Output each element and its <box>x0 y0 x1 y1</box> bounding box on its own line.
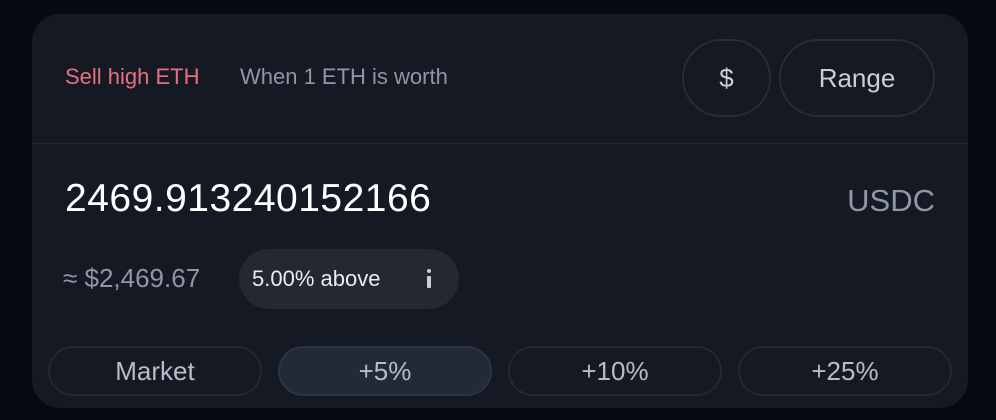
sell-high-label: Sell high ETH <box>65 64 200 89</box>
above-market-badge[interactable]: 5.00% above <box>239 249 459 309</box>
card-header: Sell high ETH When 1 ETH is worth $ Rang… <box>32 14 968 144</box>
above-market-label: 5.00% above <box>252 266 381 291</box>
limit-price-input[interactable]: 2469.913240152166 <box>65 177 432 220</box>
preset-market-button[interactable]: Market <box>48 346 262 396</box>
quote-token-label: USDC <box>847 183 935 218</box>
preset-10-percent-button[interactable]: +10% <box>508 346 722 396</box>
limit-order-card: Sell high ETH When 1 ETH is worth $ Rang… <box>32 14 968 408</box>
preset-5-percent-button[interactable]: +5% <box>278 346 492 396</box>
dollar-toggle-button[interactable]: $ <box>682 39 771 117</box>
usd-approx-value: ≈ $2,469.67 <box>63 263 201 293</box>
range-button[interactable]: Range <box>779 39 935 117</box>
when-worth-label: When 1 ETH is worth <box>240 64 448 89</box>
preset-25-percent-button[interactable]: +25% <box>738 346 952 396</box>
info-icon[interactable] <box>425 268 433 290</box>
